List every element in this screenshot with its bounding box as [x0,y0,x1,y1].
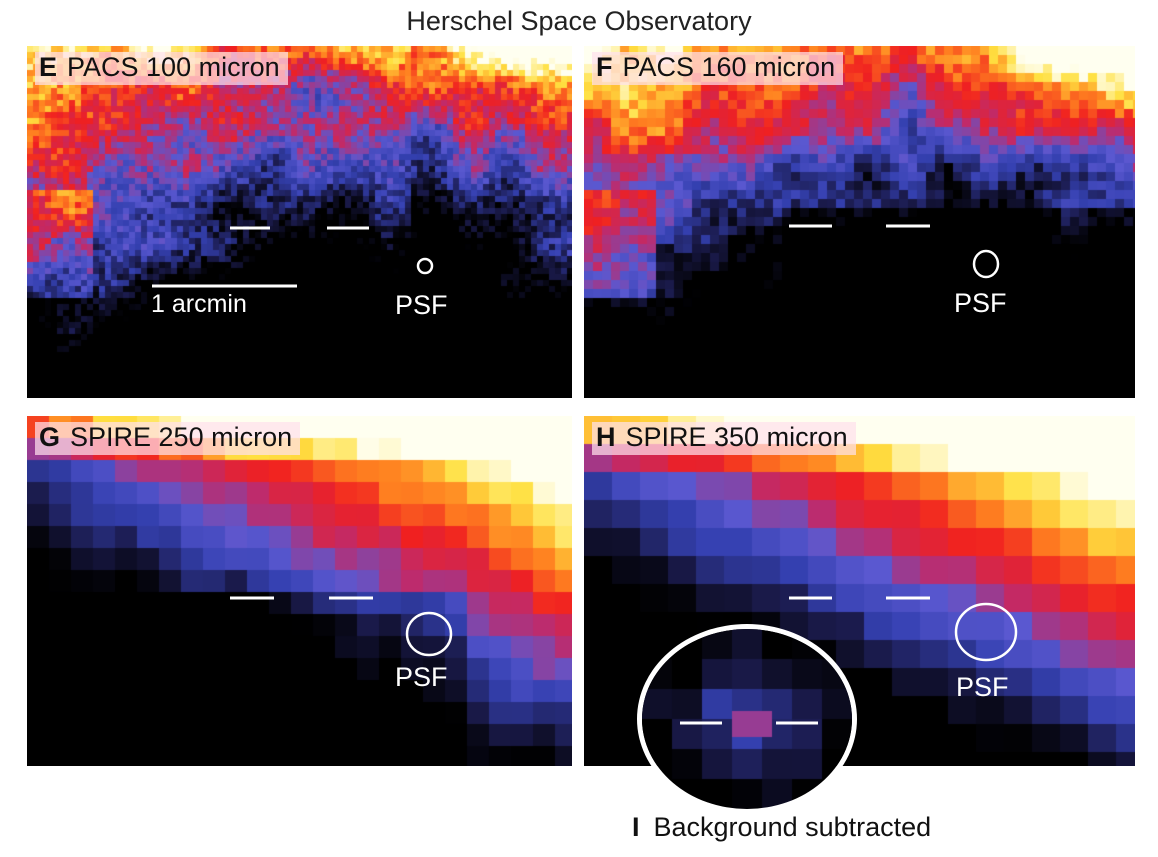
panel-f-label: F PACS 160 micron [592,52,844,85]
panel-caption: SPIRE 250 micron [70,422,293,452]
panel-caption: PACS 160 micron [622,52,836,82]
panel-letter: H [596,422,616,452]
psf-label: PSF [956,672,1009,702]
panel-g-label: G SPIRE 250 micron [35,422,301,455]
panel-g-markers [230,596,453,657]
psf-label: PSF [395,290,448,320]
panel-h-label: H SPIRE 350 micron [592,422,856,455]
panel-letter: E [39,52,58,82]
spire-250-image [27,416,572,766]
panel-e-pacs-100: PSF 1 arcmin E PACS 100 micron [27,46,572,398]
psf-circle [405,611,453,657]
panel-letter: G [39,422,61,452]
panel-h-markers [789,596,1018,662]
panel-g-spire-250: PSF G SPIRE 250 micron [27,416,572,766]
panel-e-label: E PACS 100 micron [35,52,288,85]
inset-label: I Background subtracted [632,812,931,843]
pacs-160-image [584,46,1135,398]
panel-caption: SPIRE 350 micron [625,422,848,452]
panel-f-markers [789,224,1000,279]
psf-circle [972,249,1000,279]
psf-label: PSF [954,288,1007,318]
inset-caption: Background subtracted [653,812,932,842]
inset-markers [680,721,818,725]
panel-caption: PACS 100 micron [67,52,280,82]
figure-title: Herschel Space Observatory [406,6,752,36]
inset-letter: I [632,812,640,842]
panel-f-pacs-160: PSF F PACS 160 micron [584,46,1135,398]
panel-e-markers [152,226,434,288]
psf-circle [416,257,434,275]
background-subtracted-inset [637,624,857,814]
background-subtracted-image [642,629,852,809]
panel-letter: F [596,52,613,82]
scale-bar-label: 1 arcmin [151,290,247,318]
pacs-100-image [27,46,572,398]
psf-circle [954,602,1018,662]
psf-label: PSF [395,662,448,692]
